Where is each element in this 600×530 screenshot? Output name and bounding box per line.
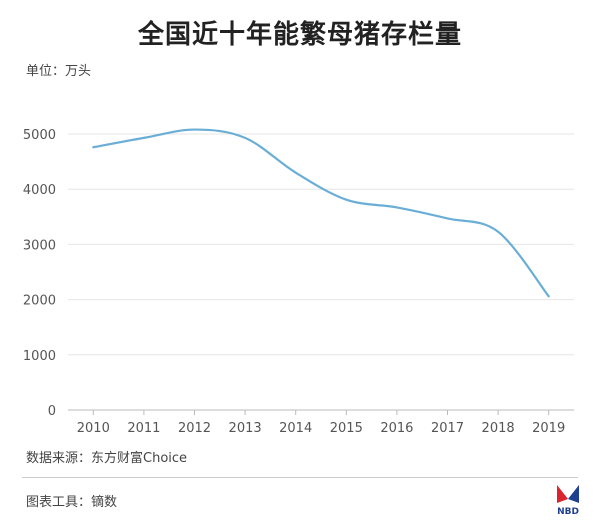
- unit-label: 单位：万头: [26, 64, 92, 79]
- x-tick-label: 2010: [77, 421, 110, 436]
- y-axis-ticks: 0 1000 2000 3000 4000 5000: [23, 128, 56, 419]
- x-tick-label: 2018: [482, 421, 515, 436]
- y-tick-label: 0: [48, 404, 56, 419]
- x-tick-label: 2016: [380, 421, 413, 436]
- y-tick-label: 2000: [23, 294, 56, 309]
- tool-label: 图表工具：镝数: [26, 495, 118, 510]
- x-tick-label: 2015: [330, 421, 363, 436]
- y-tick-label: 3000: [23, 238, 56, 253]
- footer-divider: [22, 477, 578, 478]
- source-label: 数据来源：东方财富Choice: [26, 451, 188, 466]
- logo-text: NBD: [557, 507, 579, 517]
- series-group: [92, 128, 550, 298]
- logo-mark-red: [557, 485, 568, 503]
- y-tick-label: 1000: [23, 349, 56, 364]
- x-tick-label: 2011: [127, 421, 160, 436]
- x-tick-label: 2013: [229, 421, 262, 436]
- grid-lines: [68, 133, 574, 356]
- nbd-logo: NBD: [557, 485, 579, 517]
- y-tick-label: 4000: [23, 183, 56, 198]
- y-tick-label: 5000: [23, 128, 56, 143]
- x-tick-label: 2017: [431, 421, 464, 436]
- x-axis-ticks: 2010 2011 2012 2013 2014 2015 2016 2017 2018 2019: [77, 410, 565, 436]
- x-tick-label: 2019: [532, 421, 565, 436]
- logo-mark-blue: [568, 485, 579, 503]
- x-tick-label: 2012: [178, 421, 211, 436]
- chart-title: 全国近十年能繁母猪存栏量: [137, 20, 462, 50]
- x-tick-label: 2014: [279, 421, 312, 436]
- series-line: [92, 128, 550, 298]
